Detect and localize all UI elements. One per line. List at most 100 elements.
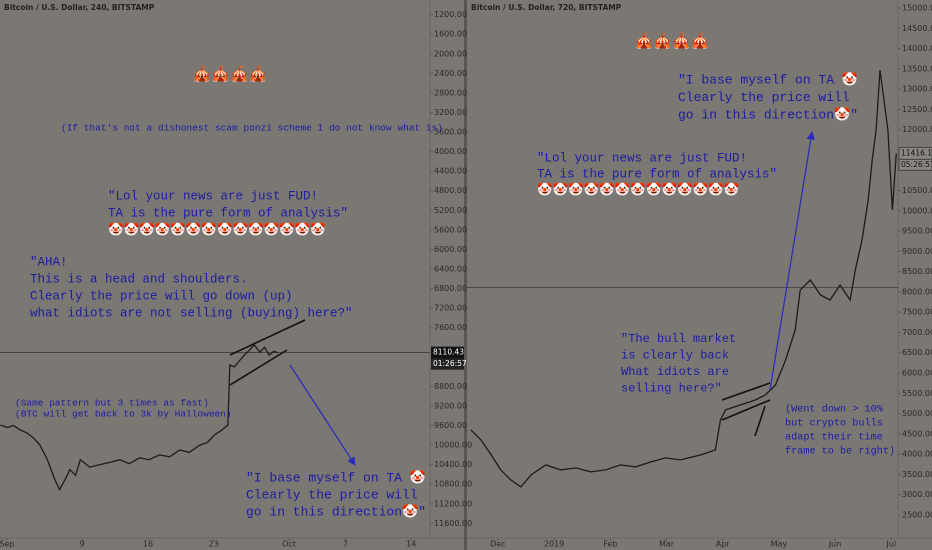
countdown: 01:26:57 (433, 359, 467, 368)
annotation: 🎪🎪🎪🎪 (635, 32, 710, 51)
y-tick-label: 6000.00 (902, 368, 932, 377)
y-tick-label: 12000.00 (902, 125, 932, 134)
y-tick-label: 9000.00 (902, 247, 932, 256)
y-tick-label: 10400.00 (434, 460, 472, 469)
y-tick-label: 11600.00 (434, 519, 472, 528)
annotation: "I base myself on TA 🤡 (678, 71, 858, 87)
y-tick-label: 10800.00 (434, 480, 472, 489)
x-tick-label: 23 (209, 540, 219, 549)
annotation: (Same pattern but 3 times as fast) (15, 398, 209, 409)
y-tick-label: 10000.00 (902, 206, 932, 215)
annotation: "Lol your news are just FUD! (108, 189, 318, 203)
y-tick-label: 5500.00 (902, 389, 932, 398)
trend-line (229, 319, 306, 356)
y-tick-label: 6000.00 (434, 245, 467, 254)
annotation: adapt their time (785, 432, 883, 444)
arrow (769, 131, 815, 391)
x-tick-label: Jun (828, 540, 842, 549)
x-tick-label: Dec (490, 540, 505, 549)
annotation: go in this direction🤡" (678, 106, 858, 122)
trend-line (229, 349, 288, 386)
y-tick-label: 7200.00 (434, 304, 467, 313)
y-tick-label: 8800.00 (434, 382, 467, 391)
annotation: frame to be right) (785, 446, 895, 458)
y-tick-label: 5200.00 (434, 206, 467, 215)
annotation: Clearly the price will go down (up) (30, 289, 293, 303)
y-tick-label: 13500.00 (902, 64, 932, 73)
trend-line (754, 405, 766, 437)
y-tick-label: 10500.00 (902, 186, 932, 195)
chart-header: Bitcoin / U.S. Dollar, 240, BITSTAMP (4, 3, 155, 12)
chart-header: Bitcoin / U.S. Dollar, 720, BITSTAMP (471, 3, 622, 12)
y-tick-label: 2400.00 (434, 69, 467, 78)
y-tick-label: 3000.00 (902, 490, 932, 499)
y-tick-label: 5000.00 (902, 409, 932, 418)
y-tick-label: 15000.00 (902, 4, 932, 13)
annotation: 🤡🤡🤡🤡🤡🤡🤡🤡🤡🤡🤡🤡🤡 (537, 181, 739, 197)
x-tick-label: 14 (406, 540, 416, 549)
y-tick-label: 4000.00 (434, 147, 467, 156)
price-line (0, 343, 278, 492)
trend-line (721, 382, 771, 401)
y-tick-label: 1600.00 (434, 30, 467, 39)
x-tick-label: 7 (343, 540, 348, 549)
y-tick-label: 4400.00 (434, 167, 467, 176)
y-tick-label: 2500.00 (902, 510, 932, 519)
annotation: go in this direction🤡" (246, 503, 426, 519)
annotation: "Lol your news are just FUD! (537, 151, 747, 165)
y-tick-label: 13000.00 (902, 85, 932, 94)
y-tick-label: 11200.00 (434, 499, 472, 508)
x-tick-label: Feb (603, 540, 617, 549)
y-tick-label: 5600.00 (434, 225, 467, 234)
y-tick-label: 9500.00 (902, 227, 932, 236)
x-tick-label: Apr (716, 540, 731, 549)
y-tick-label: 6500.00 (902, 348, 932, 357)
price-label: 8110.43 (433, 348, 464, 357)
annotation: Clearly the price will (678, 90, 850, 105)
annotation: (Went down > 10% (785, 404, 884, 416)
annotation: (If that's not a dishonest scam ponzi sc… (61, 123, 443, 134)
y-tick-label: 4500.00 (902, 429, 932, 438)
annotation: is clearly back (621, 349, 729, 363)
y-tick-label: 9600.00 (434, 421, 467, 430)
countdown-box (431, 358, 464, 370)
price-label-box (431, 346, 464, 359)
annotation: Clearly the price will (246, 487, 418, 502)
y-tick-label: 7000.00 (902, 328, 932, 337)
y-tick-label: 2800.00 (434, 88, 467, 97)
y-tick-label: 7500.00 (902, 308, 932, 317)
x-tick-label: Jul (885, 540, 896, 549)
y-tick-label: 7600.00 (434, 323, 467, 332)
y-tick-label: 4000.00 (902, 450, 932, 459)
y-tick-label: 1200.00 (434, 10, 467, 19)
countdown: 05:26:57 (901, 160, 932, 169)
y-tick-label: 12500.00 (902, 105, 932, 114)
x-tick-label: 2019 (544, 540, 564, 549)
annotation: what idiots are not selling (buying) her… (30, 306, 353, 320)
x-tick-label: Oct (282, 540, 296, 549)
y-tick-label: 3500.00 (902, 470, 932, 479)
y-tick-label: 4800.00 (434, 186, 467, 195)
y-tick-label: 14000.00 (902, 44, 932, 53)
annotation: "The bull market (621, 332, 736, 346)
trend-line (721, 399, 771, 421)
x-tick-label: Sep (0, 540, 14, 549)
annotation: This is a head and shoulders. (30, 272, 248, 286)
annotation: "AHA! (30, 255, 68, 269)
y-tick-label: 8000.00 (902, 287, 932, 296)
annotation: selling here?" (621, 382, 722, 396)
annotation: 🎪🎪🎪🎪 (193, 65, 268, 84)
annotation: What idiots are (621, 365, 729, 379)
y-tick-label: 3200.00 (434, 108, 467, 117)
y-tick-label: 6400.00 (434, 265, 467, 274)
x-tick-label: 16 (143, 540, 153, 549)
annotation: 🤡🤡🤡🤡🤡🤡🤡🤡🤡🤡🤡🤡🤡🤡 (108, 221, 326, 237)
arrow (289, 364, 356, 466)
price-line (470, 70, 897, 488)
y-tick-label: 9200.00 (434, 401, 467, 410)
price-label: 11416.13 (901, 148, 932, 157)
drawings (229, 319, 771, 437)
x-tick-label: 9 (80, 540, 85, 549)
y-tick-label: 14500.00 (902, 24, 932, 33)
